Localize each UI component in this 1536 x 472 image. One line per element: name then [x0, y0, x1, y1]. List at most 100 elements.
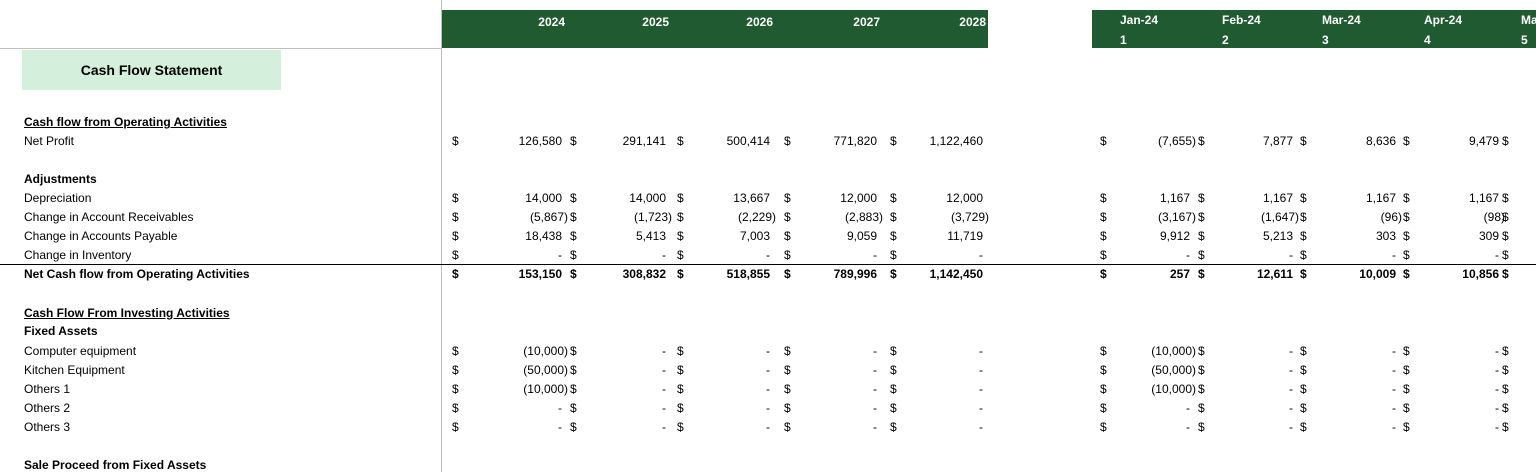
month-header: Jan-24	[1120, 13, 1159, 27]
year-header-band	[442, 10, 988, 48]
currency-sign: $	[784, 382, 791, 396]
row-label: Fixed Assets	[24, 324, 98, 338]
month-value: -	[1289, 382, 1293, 396]
currency-sign: $	[1502, 191, 1509, 205]
year-header: 2028	[959, 15, 986, 29]
month-value: -	[1495, 382, 1499, 396]
currency-sign: $	[784, 401, 791, 415]
title-box	[22, 50, 281, 90]
year-value: 518,855	[726, 267, 770, 281]
year-value: -	[873, 344, 877, 358]
year-value: -	[662, 382, 666, 396]
header-divider	[0, 48, 441, 49]
month-value: -	[1495, 420, 1499, 434]
year-value: -	[662, 401, 666, 415]
currency-sign: $	[452, 382, 459, 396]
year-value: (2,883)	[844, 210, 883, 224]
currency-sign: $	[1502, 382, 1509, 396]
year-value: 771,820	[833, 134, 877, 148]
year-value: -	[979, 248, 983, 262]
year-value: -	[873, 401, 877, 415]
row-label: Net Profit	[24, 134, 75, 148]
currency-sign: $	[1100, 382, 1107, 396]
currency-sign: $	[570, 134, 577, 148]
month-index: 4	[1424, 33, 1431, 47]
month-value: (10,000)	[1151, 382, 1196, 396]
month-value: -	[1495, 363, 1499, 377]
year-value: 1,142,450	[929, 267, 983, 281]
month-header-band	[1092, 10, 1536, 48]
currency-sign: $	[1300, 191, 1307, 205]
currency-sign: $	[1198, 267, 1205, 281]
currency-sign: $	[570, 401, 577, 415]
currency-sign: $	[784, 363, 791, 377]
month-value: -	[1495, 344, 1499, 358]
row-label: Others 2	[24, 401, 71, 415]
currency-sign: $	[452, 363, 459, 377]
currency-sign: $	[452, 248, 459, 262]
currency-sign: $	[1502, 344, 1509, 358]
currency-sign: $	[570, 191, 577, 205]
currency-sign: $	[677, 363, 684, 377]
year-value: -	[979, 363, 983, 377]
month-index: 2	[1222, 33, 1229, 47]
currency-sign: $	[1502, 420, 1509, 434]
currency-sign: $	[570, 210, 577, 224]
currency-sign: $	[890, 229, 897, 243]
month-value: (98)	[1483, 210, 1505, 224]
year-header: 2025	[642, 15, 669, 29]
month-value: -	[1392, 344, 1396, 358]
year-value: -	[558, 248, 562, 262]
year-value: 14,000	[629, 191, 666, 205]
row-label: Cash Flow From Investing Activities	[24, 306, 230, 320]
currency-sign: $	[1100, 134, 1107, 148]
currency-sign: $	[784, 210, 791, 224]
currency-sign: $	[1300, 134, 1307, 148]
year-value: 11,719	[947, 229, 983, 243]
row-label: Depreciation	[24, 191, 92, 205]
currency-sign: $	[452, 401, 459, 415]
year-value: -	[979, 401, 983, 415]
currency-sign: $	[1403, 401, 1410, 415]
year-value: 18,438	[525, 229, 562, 243]
year-value: 1,122,460	[929, 134, 983, 148]
row-label: Sale Proceed from Fixed Assets	[24, 458, 207, 472]
currency-sign: $	[452, 210, 459, 224]
month-value: (50,000)	[1151, 363, 1196, 377]
row-label: Others 1	[24, 382, 71, 396]
year-value: -	[662, 420, 666, 434]
year-value: 126,580	[518, 134, 562, 148]
currency-sign: $	[677, 267, 684, 281]
year-value: -	[558, 420, 562, 434]
currency-sign: $	[677, 382, 684, 396]
currency-sign: $	[677, 191, 684, 205]
currency-sign: $	[1100, 248, 1107, 262]
currency-sign: $	[1403, 420, 1410, 434]
currency-sign: $	[890, 363, 897, 377]
currency-sign: $	[890, 344, 897, 358]
month-value: 1,167	[1365, 191, 1396, 205]
currency-sign: $	[570, 267, 577, 281]
currency-sign: $	[1502, 248, 1509, 262]
year-value: -	[766, 420, 770, 434]
currency-sign: $	[1403, 229, 1410, 243]
row-label: Net Cash flow from Operating Activities	[24, 267, 250, 281]
row-label: Kitchen Equipment	[24, 363, 125, 377]
month-value: 10,856	[1462, 267, 1499, 281]
currency-sign: $	[677, 210, 684, 224]
month-header: Apr-24	[1424, 13, 1463, 27]
currency-sign: $	[784, 134, 791, 148]
year-value: 12,000	[946, 191, 983, 205]
currency-sign: $	[890, 401, 897, 415]
month-value: 9,912	[1159, 229, 1190, 243]
month-value: -	[1392, 363, 1396, 377]
year-value: -	[979, 382, 983, 396]
month-value: (3,167)	[1157, 210, 1196, 224]
month-value: 1,167	[1159, 191, 1190, 205]
currency-sign: $	[1403, 134, 1410, 148]
currency-sign: $	[1100, 344, 1107, 358]
currency-sign: $	[1198, 401, 1205, 415]
month-value: -	[1392, 382, 1396, 396]
year-value: 13,667	[733, 191, 770, 205]
month-value: -	[1186, 401, 1190, 415]
